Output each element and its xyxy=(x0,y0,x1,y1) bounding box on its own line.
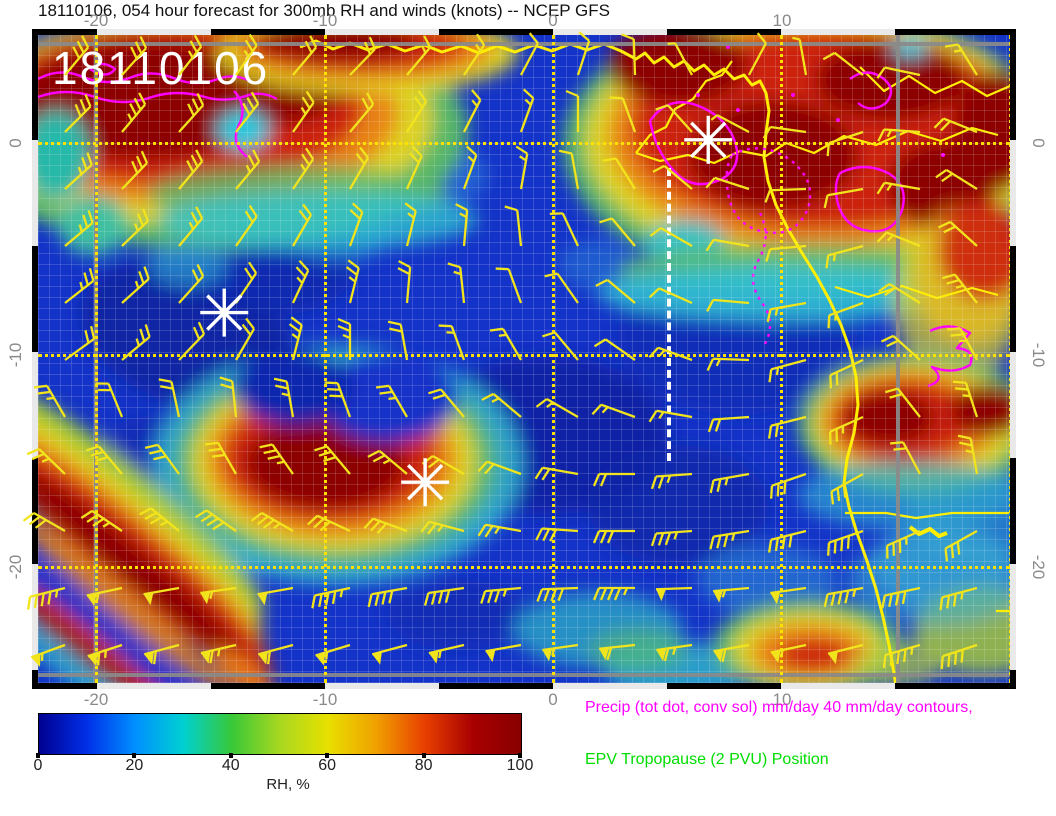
colorbar-tick-label: 80 xyxy=(414,757,433,774)
colorbar-tick-label: 60 xyxy=(318,757,337,774)
chart-title: 18110106, 054 hour forecast for 300mb RH… xyxy=(38,1,610,20)
lon-tick-bottom: -10 xyxy=(312,690,338,709)
colorbar-tick-mark xyxy=(228,753,233,758)
colorbar-tick-mark xyxy=(518,753,522,758)
map-frame-left xyxy=(32,29,38,689)
lon-tick-top: 10 xyxy=(772,11,792,30)
map-frame-bottom xyxy=(32,683,1016,689)
lat-tick-right: -20 xyxy=(1029,554,1048,580)
legend-precip: Precip (tot dot, conv sol) mm/day 40 mm/… xyxy=(585,699,973,716)
lat-tick-left: 0 xyxy=(6,138,25,148)
lat-tick-left: -20 xyxy=(6,554,25,580)
colorbar-tick-mark xyxy=(421,753,426,758)
legend-epv: EPV Tropopause (2 PVU) Position xyxy=(585,751,829,768)
lat-tick-right: 0 xyxy=(1029,138,1048,148)
lon-tick-bottom: 10 xyxy=(772,690,792,709)
colorbar-tick-label: 100 xyxy=(506,757,534,774)
colorbar-units: RH, % xyxy=(266,776,310,793)
init-time-stamp: 18110106 xyxy=(52,42,270,94)
lon-tick-top: 0 xyxy=(548,11,558,30)
lon-tick-top: -10 xyxy=(312,11,338,30)
lon-tick-top: -20 xyxy=(83,11,109,30)
colorbar-tick-label: 20 xyxy=(125,757,144,774)
lat-tick-left: -10 xyxy=(6,342,25,368)
lon-tick-bottom: -20 xyxy=(83,690,109,709)
colorbar-tick-label: 40 xyxy=(221,757,240,774)
lon-tick-bottom: 0 xyxy=(548,690,558,709)
map-frame-right xyxy=(1010,29,1016,689)
map-frame-top xyxy=(32,29,1016,35)
colorbar xyxy=(38,713,522,755)
colorbar-tick-mark xyxy=(36,753,40,758)
colorbar-tick-mark xyxy=(132,753,137,758)
lat-tick-right: -10 xyxy=(1029,342,1048,368)
colorbar-tick-label: 0 xyxy=(33,757,43,774)
map-plot-area: 18110106 xyxy=(38,35,1010,683)
rh-field xyxy=(38,35,1010,683)
colorbar-tick-mark xyxy=(325,753,330,758)
